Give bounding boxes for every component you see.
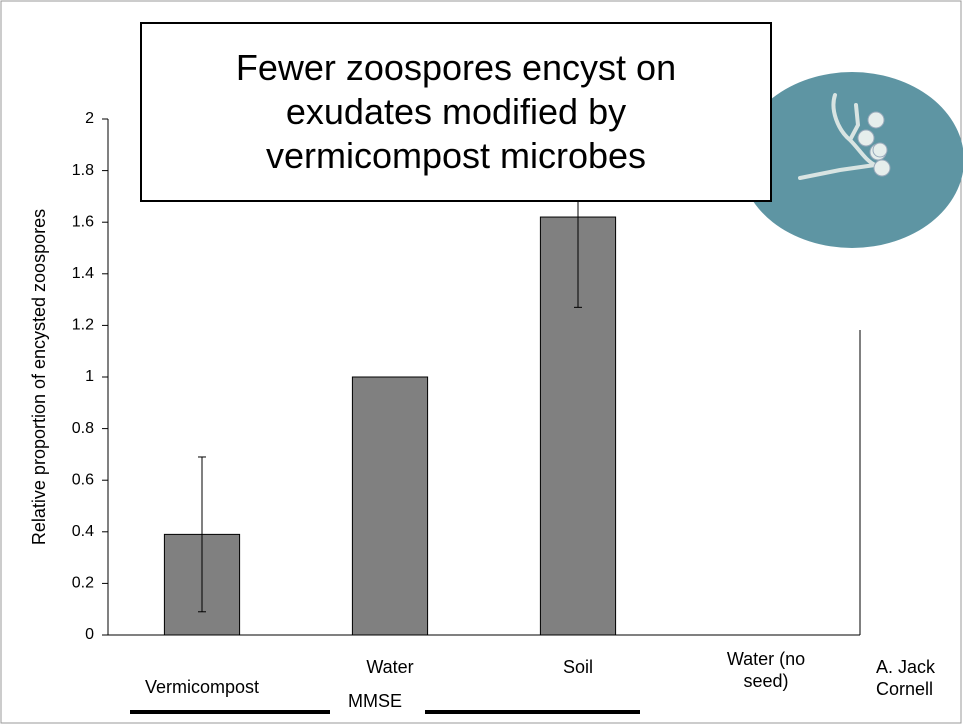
bar [352,377,427,635]
y-tick-label: 1 [85,368,94,385]
y-axis-label: Relative proportion of encysted zoospore… [29,209,49,545]
y-tick-label: 1.2 [72,317,94,334]
y-tick-label: 2 [85,110,94,127]
x-tick-label: Soil [503,656,653,678]
y-tick-label: 0 [85,626,94,643]
y-tick-label: 0.6 [72,471,94,488]
x-tick-label: Vermicompost [127,676,277,698]
y-tick-label: 0.8 [72,420,94,437]
y-tick-label: 1.4 [72,265,94,282]
micrograph [740,72,963,248]
x-tick-label: Water (no seed) [721,648,811,692]
y-tick-label: 0.2 [72,575,94,592]
group-label: MMSE [330,690,420,712]
y-tick-label: 0.4 [72,523,94,540]
slide: 0 0.2 0.4 0.6 0.8 1 1.2 1.4 1.6 1.8 2 Relative prop… [0,0,963,725]
x-tick-label: Water [315,656,465,678]
y-tick-label: 1.8 [72,162,94,179]
annotation: A. Jack Cornell [876,656,956,700]
y-tick-label: 1.6 [72,213,94,230]
chart-title: Fewer zoospores encyst on exudates modif… [140,22,772,202]
